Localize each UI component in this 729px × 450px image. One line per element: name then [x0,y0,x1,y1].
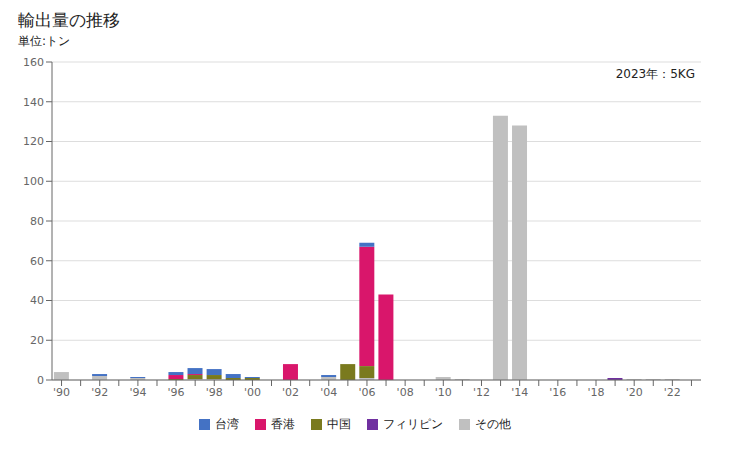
svg-text:140: 140 [23,96,44,109]
svg-text:80: 80 [30,215,44,228]
svg-text:'94: '94 [129,386,146,399]
html-text:中国: 中国 [326,417,351,431]
svg-text:'06: '06 [358,386,375,399]
html-text:香港: 香港 [270,417,295,431]
svg-text:'12: '12 [473,386,490,399]
svg-text:'04: '04 [320,386,337,399]
svg-text:'02: '02 [282,386,299,399]
html-text:フィリピン: フィリピン [382,417,443,431]
svg-text:'08: '08 [397,386,414,399]
html-text:輸出量の推移: 輸出量の推移 [18,10,120,30]
svg-text:'10: '10 [435,386,452,399]
html-text:台湾: 台湾 [214,417,239,431]
svg-text:40: 40 [30,294,44,307]
svg-text:120: 120 [23,135,44,148]
svg-text:'90: '90 [53,386,70,399]
svg-text:'22: '22 [664,386,681,399]
svg-text:100: 100 [23,175,44,188]
svg-text:'20: '20 [626,386,643,399]
svg-text:'16: '16 [549,386,566,399]
html-text:2023年：5KG: 2023年：5KG [615,67,695,81]
svg-text:'00: '00 [244,386,261,399]
html-text:単位:トン: 単位:トン [18,34,70,48]
svg-text:'96: '96 [168,386,185,399]
html-text:その他: その他 [474,417,511,431]
svg-text:20: 20 [30,334,44,347]
svg-text:'14: '14 [511,386,528,399]
svg-text:60: 60 [30,255,44,268]
svg-text:160: 160 [23,56,44,69]
svg-text:'18: '18 [587,386,604,399]
svg-text:'92: '92 [91,386,108,399]
svg-text:'98: '98 [206,386,223,399]
svg-text:0: 0 [37,374,44,387]
